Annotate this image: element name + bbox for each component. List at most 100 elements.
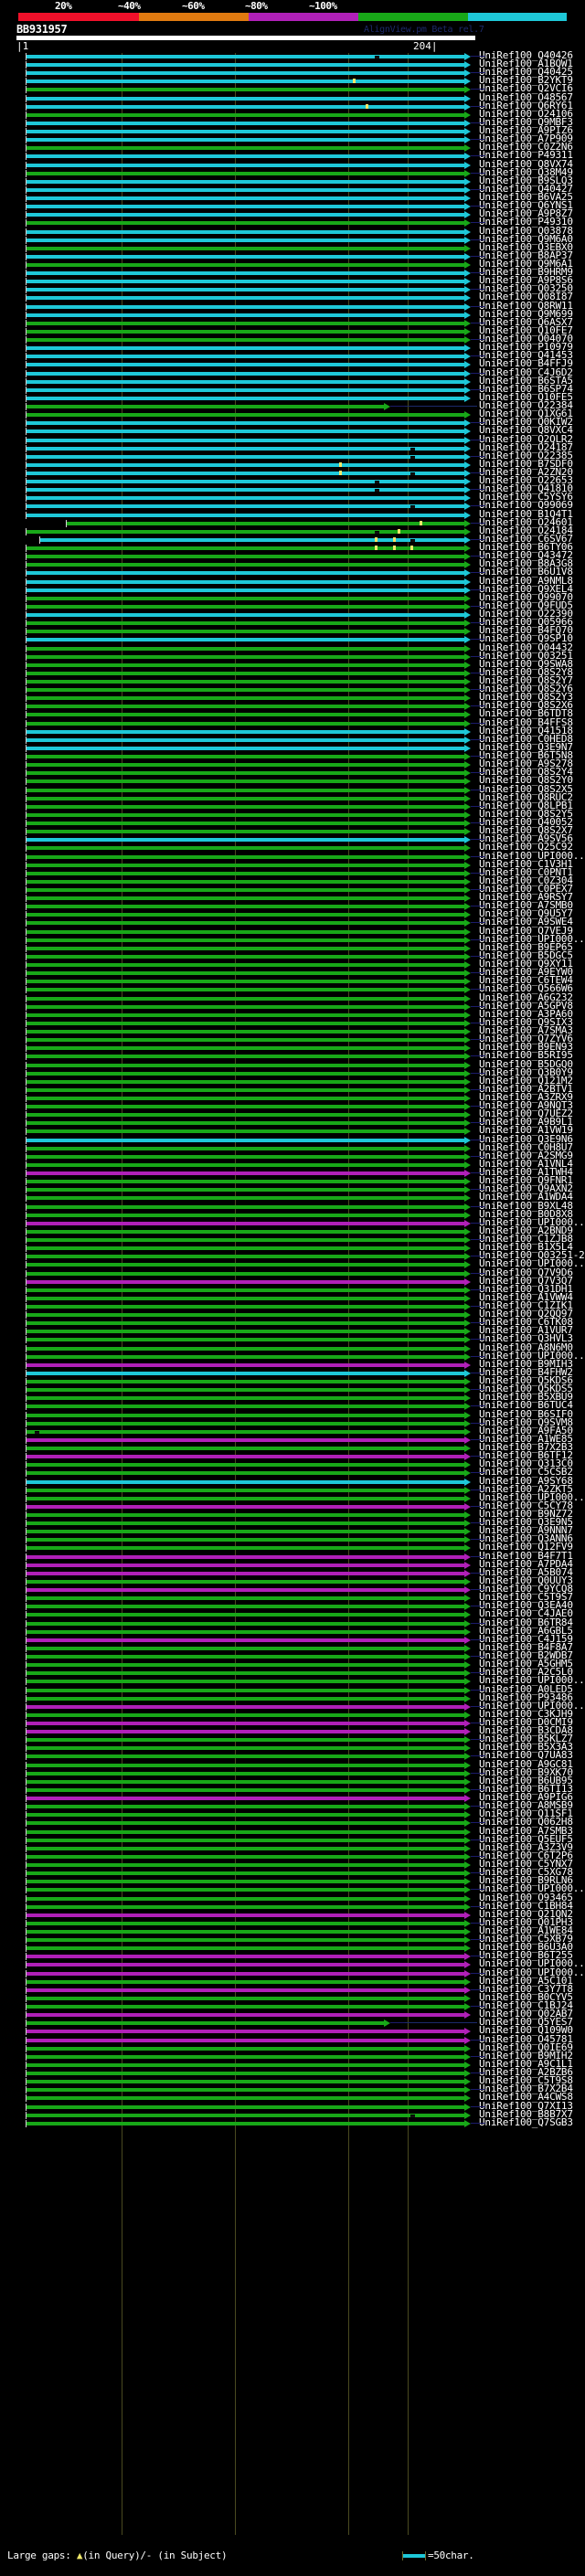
hsp-bar[interactable] <box>25 963 464 968</box>
hit-label[interactable]: UniRef100_Q7VEJ9 <box>479 924 573 937</box>
hit-label[interactable]: UniRef100_O04432 <box>479 641 573 653</box>
hit-label[interactable]: UniRef100_Q9SP10 <box>479 632 573 645</box>
hit-label[interactable]: UniRef100_B2YKT9 <box>479 74 573 87</box>
hsp-bar[interactable] <box>25 1797 464 1801</box>
table-row[interactable] <box>0 853 585 861</box>
hit-label[interactable]: UniRef100_Q8S2Y4 <box>479 766 573 779</box>
hsp-bar[interactable] <box>25 746 464 750</box>
hsp-bar[interactable] <box>25 205 464 209</box>
table-row[interactable] <box>0 2070 585 2078</box>
hit-label[interactable]: UniRef100_UPI000.. <box>479 932 585 945</box>
hit-label[interactable]: UniRef100_Q41453 <box>479 349 573 362</box>
hit-label[interactable]: UniRef100_A7P909 <box>479 133 573 145</box>
table-row[interactable] <box>0 1911 585 1919</box>
table-row[interactable] <box>0 1419 585 1427</box>
table-row[interactable] <box>0 153 585 161</box>
table-row[interactable] <box>0 952 585 960</box>
table-row[interactable] <box>0 1261 585 1269</box>
hsp-bar[interactable] <box>25 546 464 551</box>
hsp-bar[interactable] <box>25 1871 464 1876</box>
hit-label[interactable]: UniRef100_C1ZIK1 <box>479 1299 573 1311</box>
hsp-bar[interactable] <box>25 1712 464 1717</box>
table-row[interactable] <box>0 1002 585 1011</box>
hit-label[interactable]: UniRef100_Q6YNS1 <box>479 199 573 212</box>
hsp-bar[interactable] <box>25 1079 464 1084</box>
table-row[interactable] <box>0 2011 585 2019</box>
table-row[interactable] <box>0 886 585 894</box>
hsp-bar[interactable] <box>25 1038 464 1043</box>
hsp-bar[interactable] <box>25 1138 464 1142</box>
table-row[interactable] <box>0 203 585 211</box>
hit-label[interactable]: UniRef100_B6TR84 <box>479 1616 573 1628</box>
hsp-bar[interactable] <box>25 1646 464 1650</box>
hsp-bar[interactable] <box>25 429 464 434</box>
hsp-bar[interactable] <box>25 346 464 351</box>
hit-label[interactable]: UniRef100_O22385 <box>479 449 573 461</box>
hit-label[interactable]: UniRef100_UPI000.. <box>479 1699 585 1712</box>
table-row[interactable] <box>0 769 585 778</box>
table-row[interactable] <box>0 686 585 694</box>
hsp-bar[interactable] <box>25 1030 464 1034</box>
table-row[interactable] <box>0 511 585 519</box>
hit-label[interactable]: UniRef100_B8AP37 <box>479 249 573 261</box>
hsp-bar[interactable] <box>25 88 464 92</box>
table-row[interactable] <box>0 1670 585 1678</box>
hit-label[interactable]: UniRef100_C5YNX7 <box>479 1858 573 1871</box>
hit-label[interactable]: UniRef100_B1Q4T1 <box>479 507 573 520</box>
hit-label[interactable]: UniRef100_B6T5N8 <box>479 749 573 762</box>
hit-label[interactable]: UniRef100_Q03251-2 <box>479 1249 585 1262</box>
hit-label[interactable]: UniRef100_Q03250 <box>479 282 573 295</box>
hsp-bar[interactable] <box>25 588 464 592</box>
hsp-bar[interactable] <box>25 1238 464 1243</box>
hit-label[interactable]: UniRef100_A2BND9 <box>479 1224 573 1236</box>
hsp-bar[interactable] <box>25 613 464 618</box>
hsp-bar[interactable] <box>25 988 464 992</box>
hsp-bar[interactable] <box>25 830 464 834</box>
hit-label[interactable]: UniRef100_Q8S2Y0 <box>479 774 573 787</box>
table-row[interactable] <box>0 1277 585 1286</box>
hsp-bar[interactable] <box>25 1188 464 1193</box>
table-row[interactable] <box>0 1095 585 1102</box>
hit-label[interactable]: UniRef100_Q3E9N6 <box>479 1132 573 1145</box>
hsp-bar[interactable] <box>25 355 464 359</box>
hsp-bar[interactable] <box>25 812 464 817</box>
table-row[interactable] <box>0 978 585 986</box>
table-row[interactable] <box>0 986 585 994</box>
hit-label[interactable]: UniRef100_Q9XEL4 <box>479 582 573 595</box>
hsp-bar[interactable] <box>25 488 464 493</box>
hit-label[interactable]: UniRef100_O24187 <box>479 440 573 453</box>
hit-label[interactable]: UniRef100_D0CMI9 <box>479 1716 573 1728</box>
table-row[interactable] <box>0 1478 585 1486</box>
hit-label[interactable]: UniRef100_A3Z3V9 <box>479 1840 573 1853</box>
hsp-bar[interactable] <box>25 1330 464 1334</box>
hsp-bar[interactable] <box>25 1305 464 1309</box>
hit-label[interactable]: UniRef100_B9SLQ3 <box>479 174 573 186</box>
table-row[interactable] <box>0 444 585 452</box>
hsp-bar[interactable] <box>25 513 464 517</box>
hsp-bar[interactable] <box>25 238 464 242</box>
hsp-bar[interactable] <box>25 1938 464 1943</box>
hsp-bar[interactable] <box>25 1613 464 1617</box>
hsp-bar[interactable] <box>25 112 464 117</box>
hit-label[interactable]: UniRef100_B6TDT8 <box>479 707 573 720</box>
hsp-bar[interactable] <box>25 462 464 467</box>
table-row[interactable] <box>0 1036 585 1044</box>
table-row[interactable] <box>0 461 585 469</box>
table-row[interactable] <box>0 661 585 669</box>
hit-label[interactable]: UniRef100_Q5EUF5 <box>479 1832 573 1845</box>
hit-label[interactable]: UniRef100_A2BTV1 <box>479 1082 573 1095</box>
hit-label[interactable]: UniRef100_Q8LPB1 <box>479 799 573 811</box>
hsp-bar[interactable] <box>25 1479 464 1484</box>
hsp-bar[interactable] <box>25 296 464 301</box>
table-row[interactable] <box>0 302 585 311</box>
hsp-bar[interactable] <box>25 604 464 609</box>
hit-label[interactable]: UniRef100_Q1XG61 <box>479 408 573 420</box>
hit-label[interactable]: UniRef100_Q5KDS6 <box>479 1374 573 1387</box>
hit-label[interactable]: UniRef100_Q40426 <box>479 49 573 61</box>
table-row[interactable] <box>0 877 585 885</box>
hsp-bar[interactable] <box>65 521 464 525</box>
hsp-bar[interactable] <box>25 938 464 942</box>
hsp-bar[interactable] <box>25 1579 464 1584</box>
hit-label[interactable]: UniRef100_Q2VCI6 <box>479 82 573 95</box>
table-row[interactable] <box>0 2052 585 2061</box>
